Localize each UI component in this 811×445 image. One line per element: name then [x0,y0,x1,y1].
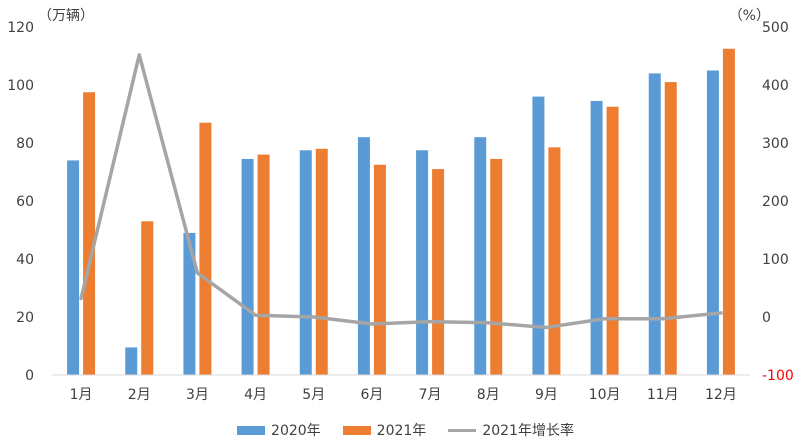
growth-rate-point-7 [428,320,432,324]
category-label-2: 2月 [128,387,151,403]
growth-rate-point-2 [137,53,141,57]
category-label-4: 4月 [244,387,267,403]
legend-label-2021: 2021年 [376,423,427,439]
right-tick-label: 500 [762,20,789,36]
left-tick-label: 100 [7,78,34,94]
left-tick-label: 60 [16,194,34,210]
category-label-12: 12月 [705,387,737,403]
growth-rate-point-9 [544,325,548,329]
category-label-10: 10月 [589,387,621,403]
bar-2020-2 [125,347,138,375]
bar-2020-1 [67,160,80,375]
bar-2021-8 [490,158,503,375]
growth-rate-point-11 [661,317,665,321]
left-tick-label: 20 [16,310,34,326]
bar-2020-5 [299,150,312,375]
legend-item-2020: 2020年 [237,420,321,440]
right-tick-label: -100 [762,368,794,384]
bar-2020-9 [532,96,545,375]
right-tick-label: 400 [762,78,789,94]
bar-2021-3 [199,122,212,375]
legend-label-growth: 2021年增长率 [482,423,574,439]
bar-2020-8 [474,137,487,375]
category-label-11: 11月 [647,387,679,403]
bar-series-group [67,48,735,376]
legend-swatch-2020 [237,425,266,435]
bar-2020-10 [590,100,603,375]
bar-2020-12 [706,70,719,375]
growth-rate-point-5 [312,315,316,319]
growth-rate-line [79,53,723,330]
bar-2021-1 [83,92,96,375]
category-label-3: 3月 [186,387,209,403]
growth-rate-point-4 [254,313,258,317]
left-tick-label: 120 [7,20,34,36]
right-tick-label: 0 [762,310,771,326]
left-tick-label: 40 [16,252,34,268]
bar-2021-10 [606,106,619,375]
line-series-group [79,53,723,330]
growth-rate-point-6 [370,322,374,326]
bar-2021-11 [664,82,677,375]
bar-2020-11 [648,73,661,376]
left-axis-unit: （万辆） [38,8,94,24]
right-axis-unit: （%） [729,8,770,24]
legend-item-2021: 2021年 [342,420,427,440]
right-tick-label: 100 [762,252,789,268]
legend-label-2020: 2020年 [271,423,321,439]
legend-item-growth: 2021年增长率 [448,420,574,440]
category-label-6: 6月 [360,387,383,403]
legend: 2020年 2021年 2021年增长率 [0,418,811,442]
category-label-5: 5月 [302,387,325,403]
legend-swatch-growth [448,428,477,432]
bar-2021-6 [373,164,386,375]
bar-2021-9 [548,147,561,375]
bar-2020-7 [416,150,429,375]
right-tick-label: 300 [762,136,789,152]
right-tick-label: 200 [762,194,789,210]
left-axis-ticks: 0 20 40 60 80 100 120 [7,20,34,384]
growth-rate-point-3 [195,271,199,275]
bar-2020-6 [357,137,370,375]
bar-2021-2 [141,221,154,375]
bar-2021-7 [432,169,445,375]
growth-rate-point-12 [719,311,723,315]
bar-2021-5 [315,148,328,375]
category-label-1: 1月 [70,387,93,403]
right-axis-ticks: -100 0 100 200 300 400 500 [762,20,794,384]
category-label-9: 9月 [535,387,558,403]
bar-2020-3 [183,232,196,375]
category-axis-ticks: 1月 2月 3月 4月 5月 6月 7月 8月 9月 10月 11月 12月 [70,387,737,403]
category-label-8: 8月 [477,387,500,403]
chart-svg: （万辆） （%） 0 20 40 60 80 100 120 -100 0 100 200 300 4… [7,8,794,403]
left-tick-label: 0 [25,368,34,384]
bar-2021-4 [257,154,270,375]
category-label-7: 7月 [419,387,442,403]
bar-2021-12 [722,48,735,375]
bar-2020-4 [241,158,254,375]
growth-rate-point-8 [486,321,490,325]
growth-rate-point-10 [603,317,607,321]
left-tick-label: 80 [16,136,34,152]
growth-rate-point-1 [79,296,83,300]
legend-swatch-2021 [342,425,371,435]
